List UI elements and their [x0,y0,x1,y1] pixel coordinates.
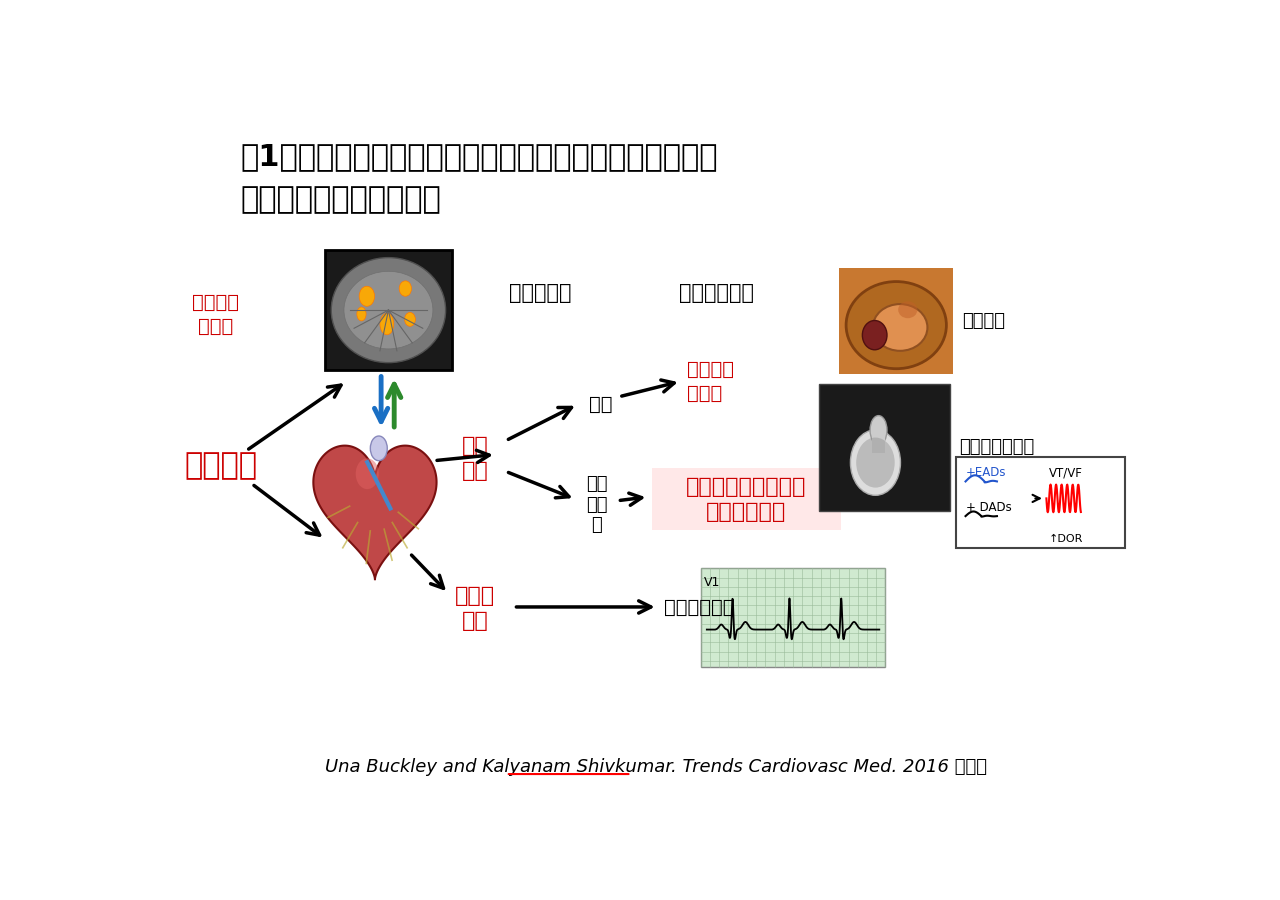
Text: 脳の各部
の興奮: 脳の各部 の興奮 [192,293,239,336]
Text: タコツボ心筋症: タコツボ心筋症 [960,438,1034,456]
Ellipse shape [357,307,366,321]
Ellipse shape [899,302,918,319]
Text: 心臓への影響: 心臓への影響 [678,283,754,302]
Text: 脳と心臓の相互作用: 脳と心臓の相互作用 [241,185,440,214]
Ellipse shape [344,271,433,349]
Text: ↑DOR: ↑DOR [1048,534,1083,544]
Text: 電気
的変
化: 電気 的変 化 [586,475,608,535]
Text: V1: V1 [704,576,721,590]
Bar [872,430,886,454]
FancyBboxPatch shape [956,457,1125,548]
Bar [700,569,886,667]
Ellipse shape [360,286,375,306]
Text: 図1　ストレスによって誘発される不整脈と心血管疾患：: 図1 ストレスによって誘発される不整脈と心血管疾患： [241,142,718,172]
Ellipse shape [404,312,416,327]
Text: 心筋梗塞
心筋症: 心筋梗塞 心筋症 [687,360,733,402]
Ellipse shape [873,304,928,351]
Text: +EADs: +EADs [965,466,1006,479]
Ellipse shape [856,437,895,488]
Text: + DADs: + DADs [965,500,1011,514]
Bar [840,268,954,374]
Text: 心筋梗塞: 心筋梗塞 [963,312,1006,330]
Ellipse shape [863,320,887,350]
Text: 自律神経系: 自律神経系 [509,283,572,302]
Text: 副交感
神経: 副交感 神経 [454,586,495,631]
Text: 交感
神経: 交感 神経 [462,436,489,481]
Text: 心筋内の電気的変化
不整脈の出現: 心筋内の電気的変化 不整脈の出現 [686,477,806,522]
Ellipse shape [399,281,412,296]
Ellipse shape [380,313,394,335]
Text: ストレス: ストレス [184,452,257,481]
Ellipse shape [356,458,379,490]
Text: 不整脈の出現: 不整脈の出現 [664,598,735,616]
Ellipse shape [332,257,445,363]
Polygon shape [314,446,436,580]
Ellipse shape [850,430,900,495]
Bar [325,250,452,370]
Ellipse shape [370,436,388,461]
Text: Una Buckley and Kalyanam Shivkumar. Trends Cardiovasc Med. 2016 を改変: Una Buckley and Kalyanam Shivkumar. Tren… [325,758,987,776]
Text: VT/VF: VT/VF [1048,466,1083,479]
Ellipse shape [870,416,887,445]
Bar [819,383,950,510]
Ellipse shape [846,282,946,369]
Text: 心筋: 心筋 [589,395,612,414]
FancyBboxPatch shape [652,468,841,530]
